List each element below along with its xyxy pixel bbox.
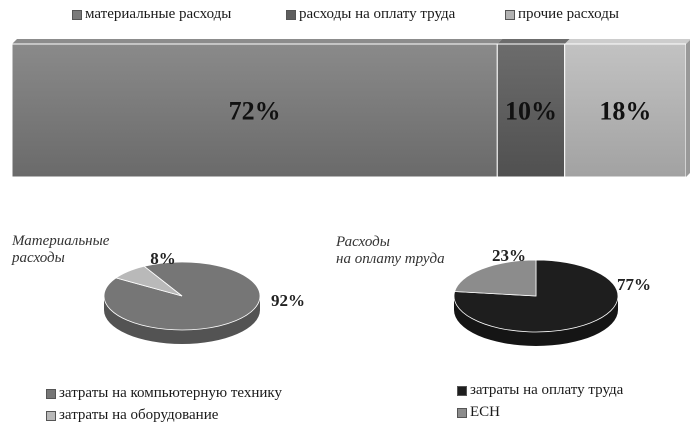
bar-segment-2 bbox=[564, 43, 687, 178]
pie-labor-title: Расходы на оплату труда bbox=[336, 234, 445, 268]
legend-swatch-other bbox=[505, 9, 515, 20]
legend-label-equipment: затраты на оборудование bbox=[59, 407, 219, 423]
bar-segment-top-0 bbox=[12, 39, 503, 44]
legend-item-labor: расходы на оплату труда bbox=[286, 6, 455, 23]
bar-label-2: 18% bbox=[599, 97, 651, 126]
bar-segment-0 bbox=[11, 43, 498, 178]
legend-item-computers: затраты на компьютерную технику bbox=[46, 385, 282, 402]
legend-swatch-esn bbox=[457, 407, 467, 418]
pie-labor: 77% 23% bbox=[453, 246, 651, 346]
legend-item-material: материальные расходы bbox=[72, 6, 231, 23]
bar-segment-top-1 bbox=[497, 39, 570, 44]
legend-label-material: материальные расходы bbox=[85, 6, 232, 22]
pie2-side-0 bbox=[454, 296, 618, 346]
pie1-slice-1 bbox=[115, 265, 183, 297]
legend-item-equipment: затраты на оборудование bbox=[46, 407, 218, 424]
legend-label-wages: затраты на оплату труда bbox=[470, 382, 624, 398]
legend-swatch-material bbox=[72, 9, 82, 20]
pie2-label-1: 23% bbox=[492, 246, 526, 265]
pie-material-title: Материальные расходы bbox=[12, 233, 109, 267]
stacked-bar: 72% 10% 18% bbox=[11, 39, 690, 178]
legend-label-labor: расходы на оплату труда bbox=[299, 6, 456, 22]
pie2-slice-1 bbox=[454, 259, 537, 297]
bar-legend: материальные расходы расходы на оплату т… bbox=[0, 6, 690, 26]
legend-item-wages: затраты на оплату труда bbox=[457, 382, 623, 399]
pie1-side-0 bbox=[104, 296, 260, 344]
legend-item-esn: ЕСН bbox=[457, 404, 500, 421]
legend-swatch-computers bbox=[46, 388, 56, 399]
bar-label-0: 72% bbox=[229, 97, 281, 126]
legend-item-other: прочие расходы bbox=[505, 6, 619, 23]
pie1-label-0: 92% bbox=[271, 291, 305, 310]
bar-depth-right bbox=[686, 40, 690, 177]
legend-label-esn: ЕСН bbox=[470, 404, 500, 420]
pie-labor-title-line-2: на оплату труда bbox=[336, 251, 445, 267]
pie-material-title-line-1: Материальные bbox=[12, 233, 110, 249]
legend-swatch-wages bbox=[457, 385, 467, 396]
bar-segment-top-2 bbox=[564, 39, 690, 44]
legend-label-computers: затраты на компьютерную технику bbox=[59, 385, 282, 401]
legend-swatch-labor bbox=[286, 9, 296, 20]
bar-label-1: 10% bbox=[505, 97, 557, 126]
pie1-label-1: 8% bbox=[150, 249, 176, 268]
legend-label-other: прочие расходы bbox=[518, 6, 619, 22]
legend-swatch-equipment bbox=[46, 410, 56, 421]
pie2-label-0: 77% bbox=[617, 275, 651, 294]
pie-labor-title-line-1: Расходы bbox=[336, 234, 390, 250]
pie-material: 92% 8% bbox=[103, 249, 305, 344]
pie-material-title-line-2: расходы bbox=[12, 250, 65, 266]
